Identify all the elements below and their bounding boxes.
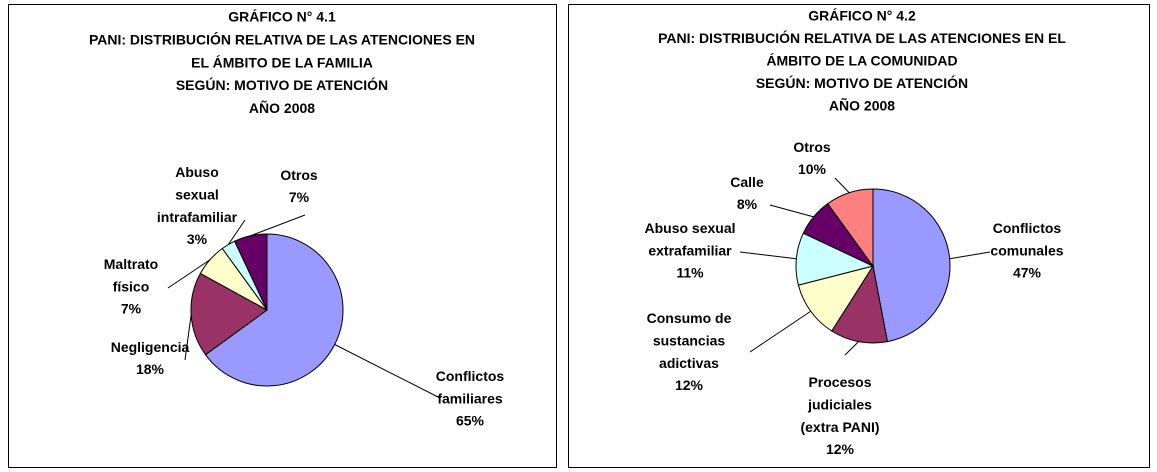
slice-value-label: 12% — [675, 377, 704, 393]
chart-title: SEGÚN: MOTIVO DE ATENCIÓN — [756, 74, 968, 91]
slice-label: Otros — [793, 139, 831, 155]
chart-title: GRÁFICO N° 4.1 — [228, 9, 336, 25]
slice-label: Procesos judiciales (extra PANI) — [800, 374, 879, 435]
leader-line — [834, 177, 850, 194]
slice-value-label: 11% — [676, 265, 704, 281]
slice-value-label: 65% — [456, 413, 485, 429]
chart-title: GRÁFICO N° 4.2 — [808, 8, 916, 24]
leader-line — [769, 204, 814, 218]
slice-label: Abuso sexual intrafamiliar — [157, 164, 238, 225]
slice-value-label: 8% — [737, 196, 758, 212]
pie-slice — [827, 188, 874, 268]
leader-line — [250, 214, 306, 237]
chart-title: EL ÁMBITO DE LA FAMILIA — [191, 54, 373, 70]
slice-value-label: 47% — [1013, 265, 1042, 281]
slice-label: Maltrato físico — [104, 256, 158, 295]
slice-value-label: 3% — [187, 231, 208, 247]
slice-label: Conflictos familiares — [436, 368, 505, 407]
pie-slice — [872, 188, 951, 343]
leader-line — [739, 251, 797, 260]
chart-title: ÁMBITO DE LA COMUNIDAD — [766, 53, 957, 69]
slice-label: Otros — [280, 167, 318, 183]
slice-label: Conflictos comunales — [990, 220, 1063, 259]
leader-line — [184, 314, 192, 361]
slice-value-label: 12% — [826, 441, 855, 457]
slice-label: Abuso sexual extrafamiliar — [644, 220, 735, 259]
slice-label: Consumo de sustancias adictivas — [647, 310, 732, 371]
leader-line — [949, 251, 991, 260]
slice-label: Calle — [730, 174, 764, 190]
pie-slice — [204, 233, 344, 387]
leader-line — [334, 344, 441, 399]
pie-slice — [233, 233, 268, 311]
leader-line — [749, 310, 811, 353]
leader-line — [844, 341, 859, 356]
slice-value-label: 7% — [289, 189, 310, 205]
slice-label: Negligencia — [111, 339, 190, 355]
chart-title: PANI: DISTRIBUCIÓN RELATIVA DE LAS ATENC… — [658, 29, 1066, 46]
chart-title: AÑO 2008 — [829, 97, 895, 114]
leader-line — [227, 219, 246, 245]
chart-title: AÑO 2008 — [249, 99, 315, 116]
slice-value-label: 7% — [121, 301, 142, 317]
chart-title: PANI: DISTRIBUCIÓN RELATIVA DE LAS ATENC… — [89, 31, 475, 48]
slice-value-label: 18% — [136, 361, 165, 377]
slice-value-label: 10% — [798, 161, 827, 177]
chart-title: SEGÚN: MOTIVO DE ATENCIÓN — [176, 76, 388, 93]
leader-line — [167, 259, 211, 289]
